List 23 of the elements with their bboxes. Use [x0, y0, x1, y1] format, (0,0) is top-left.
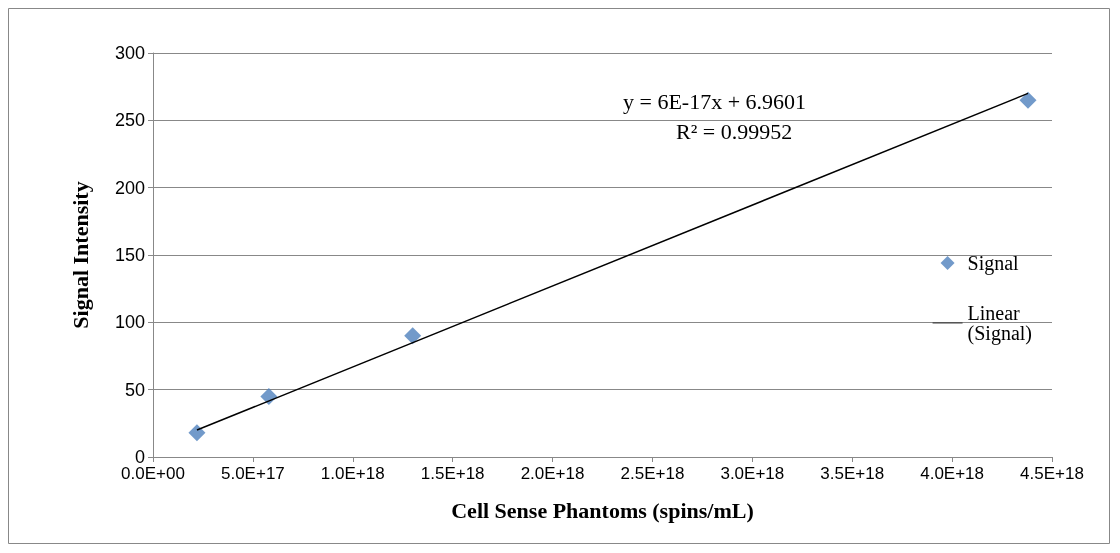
x-tick-label: 1.0E+18 [320, 464, 385, 483]
x-tick-label: 3.5E+18 [820, 464, 885, 483]
x-tick-label: 1.5E+18 [420, 464, 485, 483]
x-tick-label: 2.5E+18 [620, 464, 685, 483]
x-axis-title: Cell Sense Phantoms (spins/mL) [451, 497, 754, 523]
y-tick-label: 300 [114, 43, 145, 63]
annotation: y = 6E-17x + 6.9601 [623, 88, 807, 114]
x-tick-label: 0.0E+00 [121, 464, 185, 483]
y-tick-label: 50 [124, 379, 145, 400]
x-tick-label: 4.5E+18 [1020, 464, 1084, 483]
legend-label: Signal [967, 252, 1020, 275]
x-tick-label: 5.0E+17 [220, 464, 285, 483]
x-tick-label: 3.0E+18 [720, 464, 785, 483]
y-tick-label: 100 [114, 312, 145, 333]
y-tick-label: 200 [114, 177, 145, 198]
x-tick-label: 4.0E+18 [920, 464, 985, 483]
legend-label: Linear (Signal) [967, 302, 1032, 345]
y-tick-label: 0 [134, 447, 145, 467]
y-axis-title: Signal Intensity [67, 181, 93, 329]
x-tick-label: 2.0E+18 [520, 464, 585, 483]
y-tick-label: 250 [114, 110, 145, 131]
y-tick-label: 150 [114, 245, 145, 265]
annotation: R² = 0.99952 [676, 118, 793, 144]
